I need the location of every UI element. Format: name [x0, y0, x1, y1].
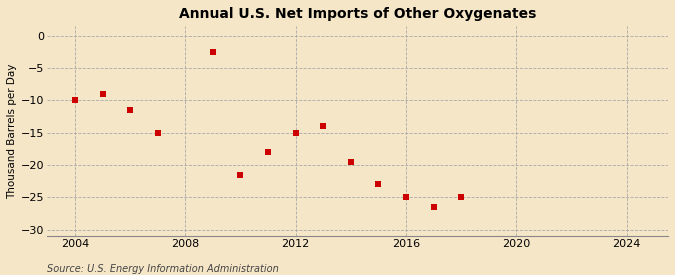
Point	[153, 131, 163, 135]
Point	[263, 150, 273, 154]
Point	[97, 92, 108, 96]
Point	[235, 172, 246, 177]
Y-axis label: Thousand Barrels per Day: Thousand Barrels per Day	[7, 64, 17, 199]
Point	[428, 205, 439, 209]
Point	[125, 108, 136, 112]
Point	[318, 124, 329, 128]
Point	[373, 182, 384, 187]
Point	[456, 195, 466, 199]
Point	[70, 98, 80, 103]
Title: Annual U.S. Net Imports of Other Oxygenates: Annual U.S. Net Imports of Other Oxygena…	[179, 7, 537, 21]
Point	[400, 195, 411, 199]
Point	[346, 160, 356, 164]
Point	[207, 50, 218, 54]
Text: Source: U.S. Energy Information Administration: Source: U.S. Energy Information Administ…	[47, 264, 279, 274]
Point	[290, 131, 301, 135]
